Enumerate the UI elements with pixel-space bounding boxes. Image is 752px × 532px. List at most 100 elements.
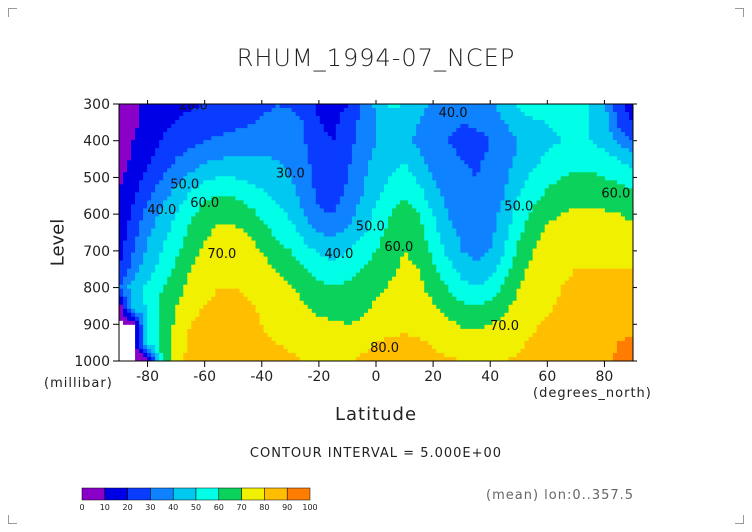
contour-cell: [159, 204, 164, 210]
contour-cell: [147, 224, 152, 230]
contour-cell: [151, 168, 156, 173]
contour-cell: [380, 216, 385, 222]
contour-cell: [295, 124, 301, 129]
contour-cell: [215, 128, 220, 133]
contour-cell: [239, 208, 245, 214]
contour-cell: [235, 180, 241, 185]
contour-cell: [576, 108, 582, 113]
contour-cell: [347, 220, 353, 226]
contour-cell: [488, 184, 494, 189]
contour-cell: [195, 176, 200, 181]
contour-cell: [155, 200, 160, 205]
contour-cell: [207, 188, 212, 193]
contour-cell: [371, 200, 377, 205]
contour-cell: [436, 132, 441, 137]
contour-cell: [392, 156, 397, 161]
contour-cell: [568, 148, 574, 153]
contour-cell: [628, 104, 633, 109]
contour-cell: [548, 156, 554, 161]
contour-cell: [251, 104, 257, 109]
contour-cell: [331, 240, 337, 246]
contour-cell: [351, 164, 357, 169]
contour-cell: [235, 176, 241, 181]
contour-cell: [540, 180, 546, 185]
contour-cell: [359, 124, 365, 129]
contour-cell: [235, 208, 241, 214]
contour-cell: [251, 204, 257, 210]
contour-cell: [159, 224, 164, 230]
contour-cell: [540, 220, 546, 226]
contour-cell: [351, 180, 357, 185]
contour-cell: [452, 200, 457, 205]
contour-cell: [327, 112, 333, 117]
contour-cell: [279, 160, 285, 165]
contour-cell: [127, 212, 132, 218]
contour-cell: [448, 136, 453, 141]
contour-cell: [524, 184, 530, 189]
contour-cell: [123, 184, 128, 189]
contour-cell: [608, 244, 614, 250]
contour-cell: [592, 200, 598, 205]
contour-cell: [279, 204, 285, 210]
contour-cell: [151, 184, 156, 189]
contour-cell: [492, 244, 498, 250]
contour-cell: [408, 240, 413, 246]
contour-cell: [311, 136, 317, 141]
contour-cell: [275, 228, 281, 234]
contour-cell: [472, 240, 477, 246]
contour-cell: [283, 176, 289, 181]
contour-cell: [167, 120, 172, 125]
contour-cell: [211, 128, 216, 133]
contour-cell: [420, 116, 425, 121]
contour-cell: [255, 180, 261, 185]
contour-cell: [588, 108, 594, 113]
contour-cell: [175, 156, 180, 161]
contour-cell: [492, 120, 498, 125]
contour-cell: [351, 244, 357, 250]
contour-cell: [123, 252, 128, 258]
contour-cell: [311, 200, 317, 205]
contour-cell: [388, 116, 393, 121]
contour-cell: [203, 224, 208, 230]
contour-cell: [239, 120, 245, 125]
contour-cell: [424, 124, 429, 129]
contour-cell: [484, 220, 490, 226]
contour-cell: [400, 184, 405, 189]
contour-cell: [616, 208, 622, 214]
contour-cell: [600, 168, 606, 173]
contour-cell: [247, 204, 253, 210]
contour-cell: [139, 136, 144, 141]
contour-cell: [155, 240, 160, 246]
contour-cell: [564, 172, 570, 177]
contour-cell: [359, 232, 365, 238]
contour-cell: [580, 140, 586, 145]
contour-cell: [472, 128, 477, 133]
contour-cell: [540, 164, 546, 169]
contour-cell: [343, 204, 349, 210]
contour-cell: [195, 172, 200, 177]
contour-cell: [347, 184, 353, 189]
contour-cell: [143, 136, 148, 141]
contour-cell: [191, 140, 196, 145]
contour-cell: [247, 132, 253, 137]
contour-cell: [532, 180, 538, 185]
contour-cell: [123, 180, 128, 185]
contour-cell: [484, 212, 490, 218]
contour-cell: [600, 104, 606, 109]
contour-cell: [343, 192, 349, 197]
contour-cell: [492, 144, 498, 149]
contour-cell: [400, 176, 405, 181]
contour-cell: [548, 144, 554, 149]
contour-cell: [488, 212, 494, 218]
contour-cell: [512, 136, 518, 141]
contour-cell: [155, 236, 160, 242]
contour-cell: [532, 136, 538, 141]
contour-cell: [279, 192, 285, 197]
contour-cell: [424, 228, 429, 234]
contour-cell: [231, 112, 237, 117]
contour-cell: [199, 196, 204, 201]
contour-cell: [496, 184, 502, 189]
contour-cell: [295, 140, 301, 145]
contour-cell: [163, 252, 168, 258]
contour-cell: [275, 164, 281, 169]
